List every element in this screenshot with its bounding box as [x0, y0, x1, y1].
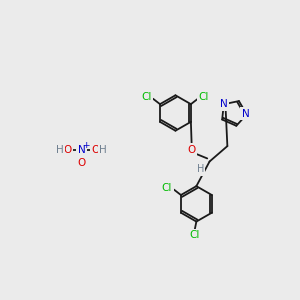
Text: +: + — [82, 141, 89, 150]
Text: Cl: Cl — [190, 230, 200, 240]
Text: O: O — [64, 145, 72, 155]
Text: O: O — [188, 145, 196, 155]
Text: Cl: Cl — [199, 92, 209, 102]
Text: N: N — [242, 109, 250, 118]
Text: O: O — [92, 145, 100, 155]
Text: H: H — [196, 164, 204, 174]
Text: N: N — [78, 145, 86, 155]
Text: H: H — [100, 145, 107, 155]
Text: N: N — [220, 99, 228, 109]
Text: Cl: Cl — [141, 92, 151, 102]
Text: O: O — [78, 158, 86, 168]
Text: Cl: Cl — [162, 183, 172, 193]
Text: H: H — [56, 145, 64, 155]
